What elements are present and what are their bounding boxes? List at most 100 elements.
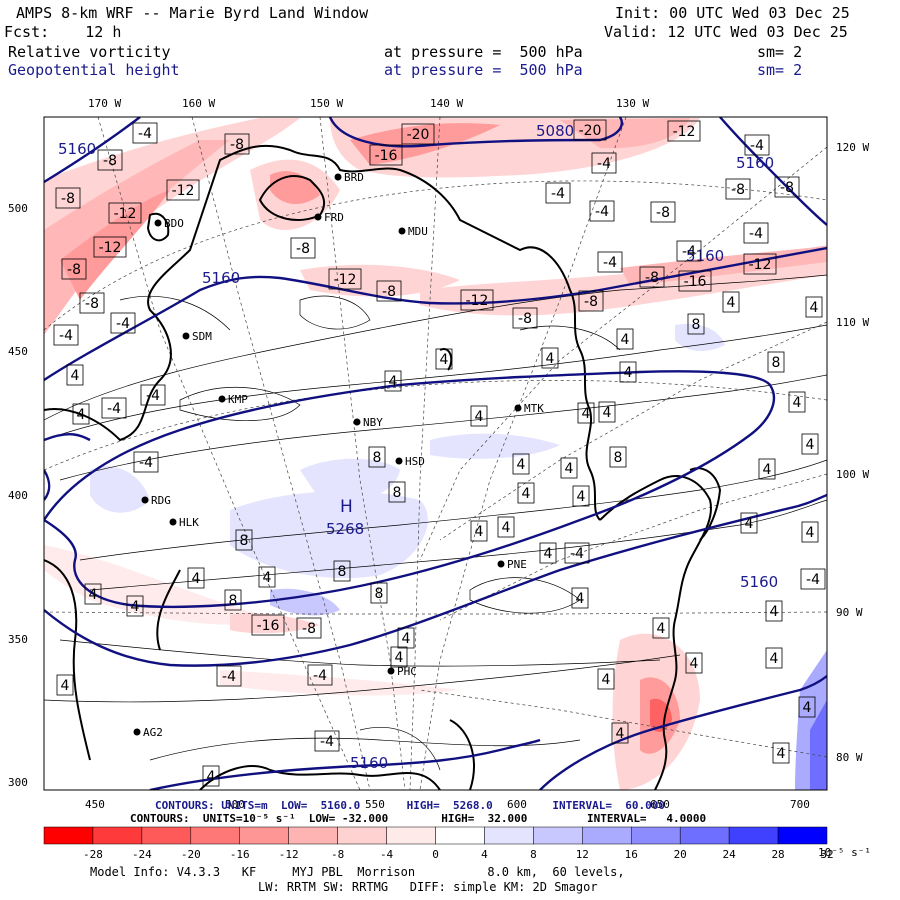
height-label-5160-e: 5160 [686, 247, 724, 265]
vorticity-label: 4 [685, 652, 703, 674]
svg-text:-4: -4 [597, 156, 611, 172]
colorbar-tick-label: -4 [380, 848, 394, 861]
station-marker [334, 173, 342, 181]
vorticity-label: -8 [774, 176, 800, 198]
svg-text:-8: -8 [296, 241, 310, 257]
vorticity-label: -12 [667, 120, 701, 142]
field1-smoothing: sm= 2 [757, 43, 803, 61]
vorticity-label: 4 [598, 401, 616, 423]
colorbar-tick-label: 28 [771, 848, 784, 861]
station-marker [182, 332, 190, 340]
svg-text:-4: -4 [320, 734, 334, 750]
vorticity-label: -4 [564, 542, 590, 564]
valid-time: Valid: 12 UTC Wed 03 Dec 25 [604, 23, 848, 41]
station-label: KMP [228, 393, 248, 406]
svg-text:-4: -4 [551, 186, 565, 202]
height-label-5160-mid: 5160 [202, 269, 240, 287]
vorticity-label: -20 [573, 119, 607, 141]
model-info-line2: LW: RRTM SW: RRTMG DIFF: simple KM: 2D S… [258, 880, 598, 894]
svg-text:-12: -12 [466, 293, 489, 309]
svg-text:-4: -4 [146, 388, 160, 404]
station-marker [169, 518, 177, 526]
svg-text:-8: -8 [731, 182, 745, 198]
svg-text:4: 4 [502, 520, 511, 536]
vorticity-label: 4 [384, 370, 402, 392]
top-lon-label: 160 W [182, 97, 215, 110]
station-marker [387, 667, 395, 675]
svg-text:4: 4 [207, 769, 216, 785]
lat-lon-grid [44, 117, 827, 790]
vorticity-label: -12 [166, 179, 200, 201]
vorticity-label: 8 [609, 446, 627, 468]
svg-text:8: 8 [240, 533, 249, 549]
vorticity-label: 4 [202, 765, 220, 787]
forecast-hour: Fcst: 12 h [4, 23, 122, 41]
vorticity-label: 4 [772, 742, 790, 764]
colorbar-swatch [239, 826, 289, 845]
left-grid-labels: 500 450 400 350 300 [8, 202, 28, 789]
geopotential-contours [44, 117, 827, 790]
svg-text:8: 8 [614, 450, 623, 466]
bottom-grid-labels: 450 500 550 600 650 700 [85, 798, 810, 811]
colorbar-tick-label: 4 [481, 848, 488, 861]
svg-text:-4: -4 [116, 316, 130, 332]
colorbar-tick-label: 0 [432, 848, 439, 861]
svg-text:-4: -4 [138, 126, 152, 142]
vorticity-label: -4 [53, 324, 79, 346]
height-label-5268: 5268 [326, 520, 364, 538]
svg-text:-8: -8 [645, 270, 659, 286]
svg-text:-8: -8 [103, 153, 117, 169]
svg-text:4: 4 [517, 457, 526, 473]
bottom-x-label: 650 [650, 798, 670, 811]
svg-text:4: 4 [793, 395, 802, 411]
svg-text:8: 8 [373, 450, 382, 466]
vorticity-label: 4 [801, 521, 819, 543]
vorticity-label: -8 [55, 187, 81, 209]
svg-text:4: 4 [806, 525, 815, 541]
colorbar-swatch [679, 826, 730, 845]
svg-text:4: 4 [763, 462, 772, 478]
height-labels: 5160 5160 5160 5160 5160 5160 5080 5268 … [58, 122, 778, 772]
height-label-5160-s: 5160 [350, 754, 388, 772]
vorticity-label: 4 [788, 391, 806, 413]
station-label: BDO [164, 217, 184, 230]
vorticity-label: -4 [110, 312, 136, 334]
colorbar-tick-label: -16 [230, 848, 250, 861]
svg-text:-8: -8 [61, 191, 75, 207]
vorticity-label: -4 [744, 134, 770, 156]
station-label: PHC [397, 665, 417, 678]
station-label: MTK [524, 402, 544, 415]
svg-text:-4: -4 [595, 204, 609, 220]
vorticity-label: 8 [368, 446, 386, 468]
svg-text:-12: -12 [172, 183, 195, 199]
init-time: Init: 00 UTC Wed 03 Dec 25 [615, 4, 850, 22]
vorticity-labels: -4 -8 -8 -12 -8 -12 -12 -8 -8 -4 -4 -8 -12 -8 -12 -8 -20… [53, 119, 826, 787]
svg-text:-8: -8 [67, 262, 81, 278]
svg-text:-4: -4 [59, 328, 73, 344]
svg-text:4: 4 [131, 599, 140, 615]
svg-text:-4: -4 [750, 138, 764, 154]
plot-title: AMPS 8-km WRF -- Marie Byrd Land Window [16, 4, 369, 22]
svg-text:-12: -12 [114, 206, 137, 222]
station-label: BRD [344, 171, 364, 184]
vorticity-label: 4 [765, 600, 783, 622]
svg-text:-4: -4 [570, 546, 584, 562]
svg-text:-12: -12 [334, 272, 357, 288]
svg-text:4: 4 [475, 409, 484, 425]
vorticity-shading [44, 118, 827, 790]
top-lon-label: 130 W [616, 97, 649, 110]
vorticity-label: -16 [369, 144, 403, 166]
vorticity-label: 4 [616, 328, 634, 350]
svg-text:4: 4 [657, 621, 666, 637]
colorbar-tick-label: 32 [820, 848, 833, 861]
vorticity-label: 8 [687, 313, 705, 335]
vorticity-label: -8 [224, 133, 250, 155]
svg-text:4: 4 [263, 570, 272, 586]
colorbar-swatch [582, 826, 632, 845]
colorbar-tick-label: -20 [181, 848, 201, 861]
station-label: HSD [405, 455, 425, 468]
colorbar-swatch [777, 826, 828, 845]
vorticity-label: 8 [333, 560, 351, 582]
svg-text:8: 8 [338, 564, 347, 580]
